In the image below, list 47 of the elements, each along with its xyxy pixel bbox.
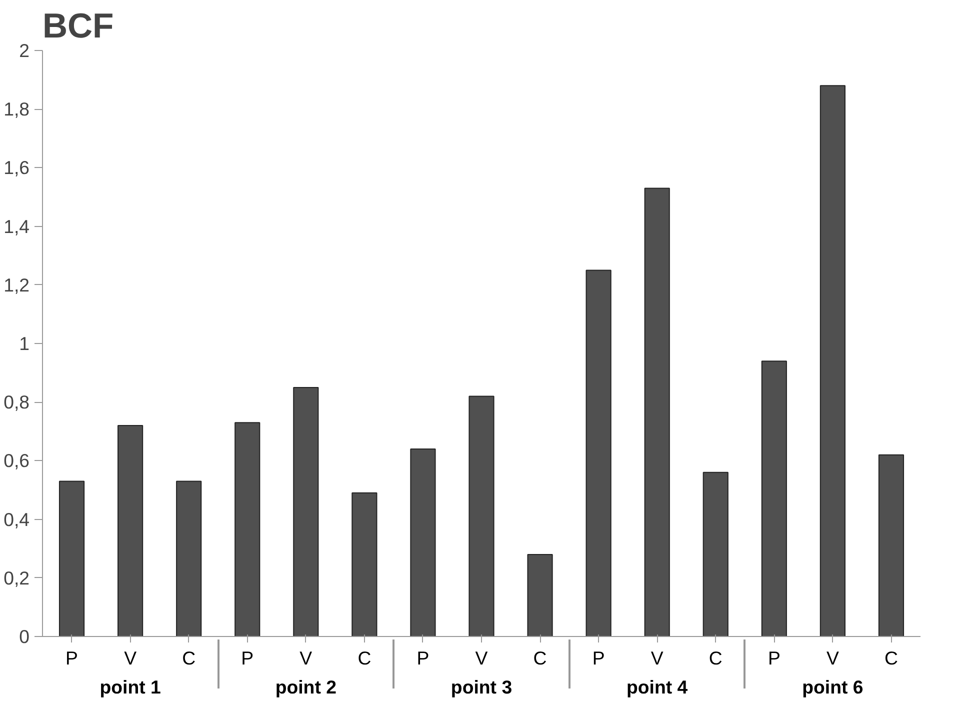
x-tick-label: V xyxy=(300,648,313,668)
x-tick-label: P xyxy=(416,648,430,668)
bar xyxy=(293,386,319,636)
y-tick-label: 0,4 xyxy=(4,508,30,530)
text: point 1 xyxy=(100,676,161,698)
bar xyxy=(644,188,670,636)
bar xyxy=(176,480,202,636)
x-tick-label: P xyxy=(768,648,780,668)
y-tick-label: 0 xyxy=(19,626,30,647)
x-tick-label: C xyxy=(708,648,722,668)
y-tick-label: 2 xyxy=(19,40,30,61)
y-tick-label: 1,2 xyxy=(4,274,30,296)
bar xyxy=(234,422,260,636)
x-tick-label: P xyxy=(592,648,605,668)
text: point 4 xyxy=(626,676,688,698)
text: point 3 xyxy=(450,676,512,698)
bar xyxy=(820,85,846,636)
y-tick-label: 0,6 xyxy=(4,450,30,472)
chart-title: BCF xyxy=(42,8,114,46)
bar xyxy=(527,554,553,636)
y-tick-label: 1,4 xyxy=(4,216,30,237)
x-tick-label: C xyxy=(358,648,372,668)
x-tick-label: P xyxy=(241,648,254,668)
bar xyxy=(761,360,787,636)
y-tick-label: 0,8 xyxy=(4,392,30,413)
x-tick-label: C xyxy=(884,648,898,668)
bar xyxy=(352,492,378,636)
x-tick-label: V xyxy=(826,648,840,668)
bar xyxy=(878,454,904,636)
x-tick-label: C xyxy=(182,648,196,668)
y-tick-label: 1 xyxy=(19,333,30,354)
x-tick-label: P xyxy=(66,648,78,668)
x-tick-label: V xyxy=(475,648,488,668)
bar xyxy=(468,396,494,636)
bar xyxy=(410,448,436,636)
x-tick-label: V xyxy=(124,648,138,668)
text: point 6 xyxy=(802,676,864,698)
y-tick-label: 1,8 xyxy=(4,98,30,120)
x-tick-label: V xyxy=(650,648,664,668)
bar xyxy=(586,270,612,636)
bar xyxy=(702,472,728,636)
text: point 2 xyxy=(275,676,336,698)
x-tick-label: C xyxy=(533,648,547,668)
y-tick-label: 1,6 xyxy=(4,157,30,178)
bar xyxy=(58,480,85,636)
y-tick-label: 0,2 xyxy=(4,567,30,588)
bar xyxy=(118,425,144,636)
